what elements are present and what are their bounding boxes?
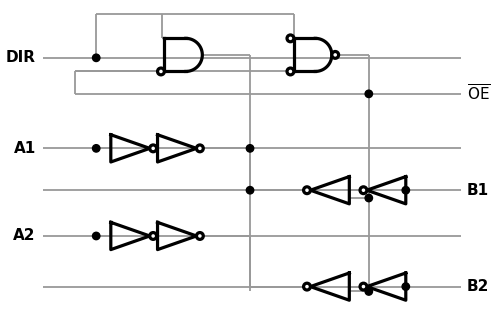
Text: $\overline{\rm OE}$: $\overline{\rm OE}$ — [467, 84, 491, 104]
Circle shape — [304, 187, 310, 193]
Circle shape — [287, 35, 294, 42]
Circle shape — [365, 90, 372, 98]
Circle shape — [150, 145, 157, 152]
Circle shape — [365, 194, 372, 202]
Circle shape — [365, 288, 372, 295]
Text: B1: B1 — [467, 183, 489, 198]
Circle shape — [304, 283, 310, 290]
Circle shape — [150, 233, 157, 239]
Circle shape — [287, 68, 294, 75]
Text: A2: A2 — [13, 228, 36, 244]
Circle shape — [93, 145, 100, 152]
Circle shape — [360, 283, 367, 290]
Text: DIR: DIR — [6, 50, 36, 65]
Circle shape — [93, 54, 100, 61]
Circle shape — [247, 186, 254, 194]
Circle shape — [196, 233, 203, 239]
Circle shape — [196, 145, 203, 152]
Circle shape — [158, 68, 164, 75]
Circle shape — [247, 145, 254, 152]
Text: A1: A1 — [13, 141, 36, 156]
Circle shape — [332, 51, 339, 58]
Circle shape — [402, 186, 410, 194]
Circle shape — [360, 187, 367, 193]
Circle shape — [402, 283, 410, 290]
Text: B2: B2 — [467, 279, 490, 294]
Circle shape — [93, 232, 100, 240]
